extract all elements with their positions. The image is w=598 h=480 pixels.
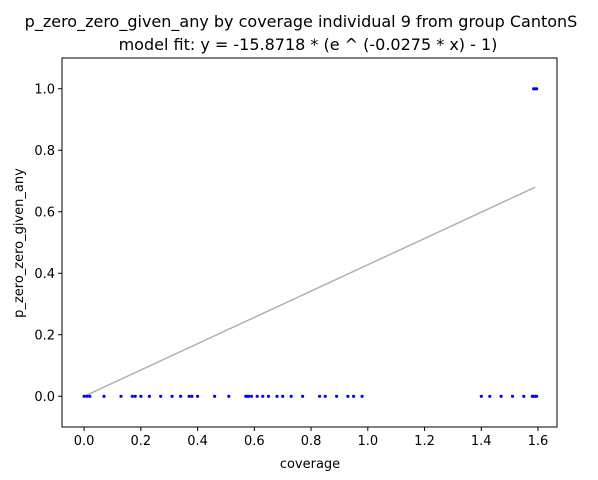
data-point xyxy=(535,394,539,398)
y-tick-label: 1.0 xyxy=(34,82,55,97)
data-point xyxy=(133,394,137,398)
data-point xyxy=(266,394,271,398)
data-point xyxy=(275,394,279,398)
x-tick-label: 1.2 xyxy=(414,434,435,449)
plot-area xyxy=(82,87,539,398)
y-tick-label: 0.4 xyxy=(34,267,55,282)
data-point xyxy=(82,394,86,398)
data-point xyxy=(249,394,254,398)
data-point xyxy=(346,394,350,398)
data-point xyxy=(510,394,515,398)
data-point xyxy=(130,394,134,398)
y-tick-label: 0.0 xyxy=(34,390,55,405)
data-point xyxy=(318,394,322,398)
data-point xyxy=(255,394,259,398)
data-point xyxy=(196,394,200,398)
data-point xyxy=(102,394,106,398)
data-point xyxy=(159,394,163,398)
x-tick-label: 0.2 xyxy=(131,434,152,449)
x-tick-label: 0.6 xyxy=(244,434,265,449)
data-point xyxy=(190,394,194,398)
data-point xyxy=(522,394,526,398)
data-point xyxy=(323,394,327,398)
data-point xyxy=(261,394,265,398)
x-tick-label: 0.0 xyxy=(74,434,95,449)
data-point xyxy=(147,394,151,398)
y-axis-label: p_zero_zero_given_any xyxy=(12,168,27,318)
data-point xyxy=(479,394,483,398)
data-point xyxy=(247,394,251,398)
data-point xyxy=(179,394,183,398)
data-point xyxy=(187,394,191,398)
data-point xyxy=(289,394,293,398)
x-axis: 0.0 0.2 0.4 0.6 0.8 1.0 1.2 1.4 1.6 xyxy=(74,427,549,449)
chart-subtitle: model fit: y = -15.8718 * (e ^ (-0.0275 … xyxy=(119,35,498,54)
fit-line xyxy=(83,186,536,397)
y-tick-label: 0.6 xyxy=(34,205,55,220)
data-point xyxy=(281,394,285,398)
data-point xyxy=(139,394,143,398)
data-point xyxy=(352,394,356,398)
data-point xyxy=(360,394,364,398)
data-point xyxy=(170,394,174,398)
y-tick-label: 0.8 xyxy=(34,144,55,159)
y-axis: 0.0 0.2 0.4 0.6 0.8 1.0 xyxy=(34,82,62,405)
y-tick-label: 0.2 xyxy=(34,328,55,343)
x-tick-label: 1.4 xyxy=(471,434,492,449)
data-point xyxy=(301,394,305,398)
data-point xyxy=(119,394,123,398)
data-point xyxy=(535,87,539,91)
x-tick-label: 1.0 xyxy=(357,434,378,449)
chart-title: p_zero_zero_given_any by coverage indivi… xyxy=(25,12,578,32)
data-point xyxy=(85,394,89,398)
data-point xyxy=(499,394,503,398)
data-point xyxy=(227,394,231,398)
x-tick-label: 0.8 xyxy=(301,434,322,449)
data-point xyxy=(88,394,92,398)
data-point xyxy=(488,394,492,398)
x-tick-label: 0.4 xyxy=(187,434,208,449)
data-point xyxy=(213,394,217,398)
x-tick-label: 1.6 xyxy=(528,434,549,449)
plot-frame xyxy=(61,57,558,428)
data-point xyxy=(335,394,339,398)
x-axis-label: coverage xyxy=(280,457,340,472)
